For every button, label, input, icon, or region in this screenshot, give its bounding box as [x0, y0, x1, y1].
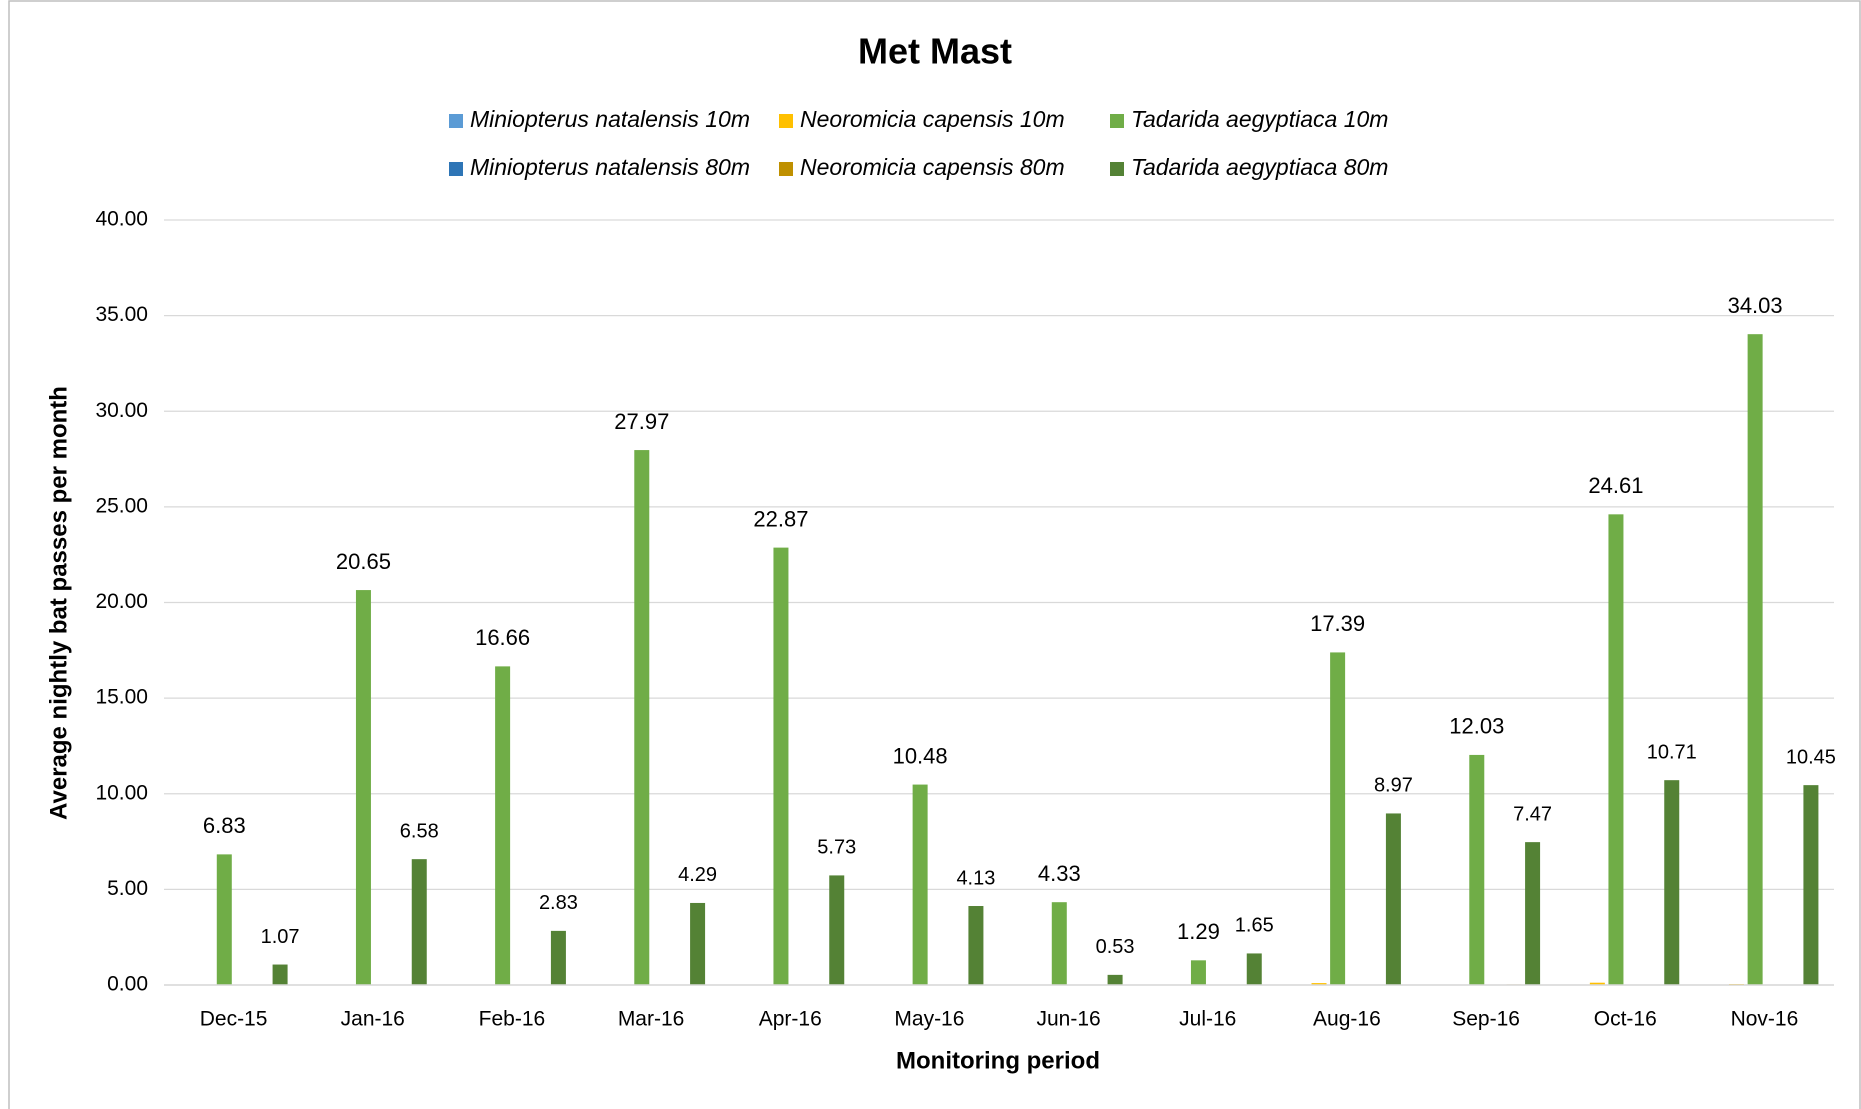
data-label: 1.65 — [1235, 915, 1274, 937]
x-tick-label: Jun-16 — [1036, 1008, 1100, 1031]
data-label: 20.65 — [336, 549, 391, 574]
bar — [912, 784, 928, 985]
legend-label: Miniopterus natalensis 10m — [470, 106, 750, 132]
data-label: 2.83 — [539, 892, 578, 914]
bar — [1608, 514, 1624, 985]
bar — [411, 859, 427, 985]
bar — [1246, 953, 1262, 985]
y-axis-title: Average nightly bat passes per month — [45, 386, 72, 820]
x-tick-label: Sep-16 — [1452, 1008, 1520, 1031]
y-tick-label: 30.00 — [95, 399, 148, 422]
bar — [1589, 982, 1605, 985]
y-tick-label: 20.00 — [95, 590, 148, 613]
y-tick-label: 35.00 — [95, 303, 148, 326]
x-tick-label: Aug-16 — [1313, 1008, 1381, 1031]
bar — [1330, 652, 1346, 985]
bar — [829, 875, 845, 985]
legend-swatch — [1110, 114, 1124, 128]
chart-frame — [8, 0, 1861, 1109]
x-tick-label: Jul-16 — [1179, 1008, 1236, 1031]
bar — [272, 964, 288, 985]
y-tick-label: 15.00 — [95, 686, 148, 709]
bar — [1190, 960, 1206, 985]
x-tick-label: Mar-16 — [618, 1008, 685, 1031]
y-tick-label: 25.00 — [95, 494, 148, 517]
x-tick-label: Nov-16 — [1731, 1008, 1799, 1031]
data-label: 5.73 — [817, 837, 856, 859]
bar — [1107, 974, 1123, 985]
bar — [1525, 842, 1541, 985]
x-tick-label: May-16 — [894, 1008, 964, 1031]
data-label: 27.97 — [614, 409, 669, 434]
bar — [690, 902, 706, 985]
legend-label: Neoromicia capensis 10m — [800, 106, 1065, 132]
bar — [355, 590, 371, 985]
data-label: 4.13 — [956, 867, 995, 889]
data-label: 17.39 — [1310, 611, 1365, 636]
bar — [773, 547, 789, 985]
legend-swatch — [779, 114, 793, 128]
x-tick-label: Feb-16 — [479, 1008, 546, 1031]
data-label: 10.71 — [1647, 741, 1697, 763]
data-label: 22.87 — [753, 506, 808, 531]
data-label: 4.29 — [678, 864, 717, 886]
bar — [968, 906, 984, 985]
data-label: 1.29 — [1177, 919, 1220, 944]
bar — [1469, 754, 1485, 985]
bar — [1051, 902, 1067, 985]
legend-label: Tadarida aegyptiaca 80m — [1131, 154, 1388, 180]
x-tick-label: Apr-16 — [759, 1008, 822, 1031]
bar — [1747, 334, 1763, 985]
chart-title: Met Mast — [858, 31, 1012, 72]
x-axis-title: Monitoring period — [896, 1047, 1100, 1074]
y-tick-label: 0.00 — [107, 973, 148, 996]
data-label: 10.45 — [1786, 746, 1836, 768]
legend-swatch — [779, 162, 793, 176]
data-label: 34.03 — [1728, 293, 1783, 318]
bar — [216, 854, 232, 985]
bar — [1803, 785, 1819, 985]
x-tick-label: Dec-15 — [200, 1008, 268, 1031]
bar — [1664, 780, 1680, 985]
bar — [495, 666, 511, 985]
data-label: 24.61 — [1588, 473, 1643, 498]
bar — [1385, 813, 1401, 985]
bar — [1311, 983, 1327, 985]
data-label: 8.97 — [1374, 775, 1413, 797]
y-tick-label: 40.00 — [95, 208, 148, 231]
x-tick-label: Jan-16 — [341, 1008, 405, 1031]
bar — [634, 450, 650, 986]
legend-swatch — [449, 114, 463, 128]
data-label: 0.53 — [1096, 936, 1135, 958]
x-tick-label: Oct-16 — [1594, 1008, 1657, 1031]
legend-swatch — [449, 162, 463, 176]
data-label: 12.03 — [1449, 714, 1504, 739]
data-label: 7.47 — [1513, 803, 1552, 825]
data-label: 10.48 — [893, 743, 948, 768]
y-tick-label: 10.00 — [95, 781, 148, 804]
data-label: 6.58 — [400, 820, 439, 842]
bar — [550, 930, 566, 985]
data-label: 6.83 — [203, 813, 246, 838]
y-tick-label: 5.00 — [107, 877, 148, 900]
data-label: 1.07 — [261, 926, 300, 948]
data-label: 16.66 — [475, 625, 530, 650]
legend-label: Miniopterus natalensis 80m — [470, 154, 750, 180]
legend-label: Tadarida aegyptiaca 10m — [1131, 106, 1388, 132]
legend-label: Neoromicia capensis 80m — [800, 154, 1065, 180]
legend-swatch — [1110, 162, 1124, 176]
data-label: 4.33 — [1038, 861, 1081, 886]
